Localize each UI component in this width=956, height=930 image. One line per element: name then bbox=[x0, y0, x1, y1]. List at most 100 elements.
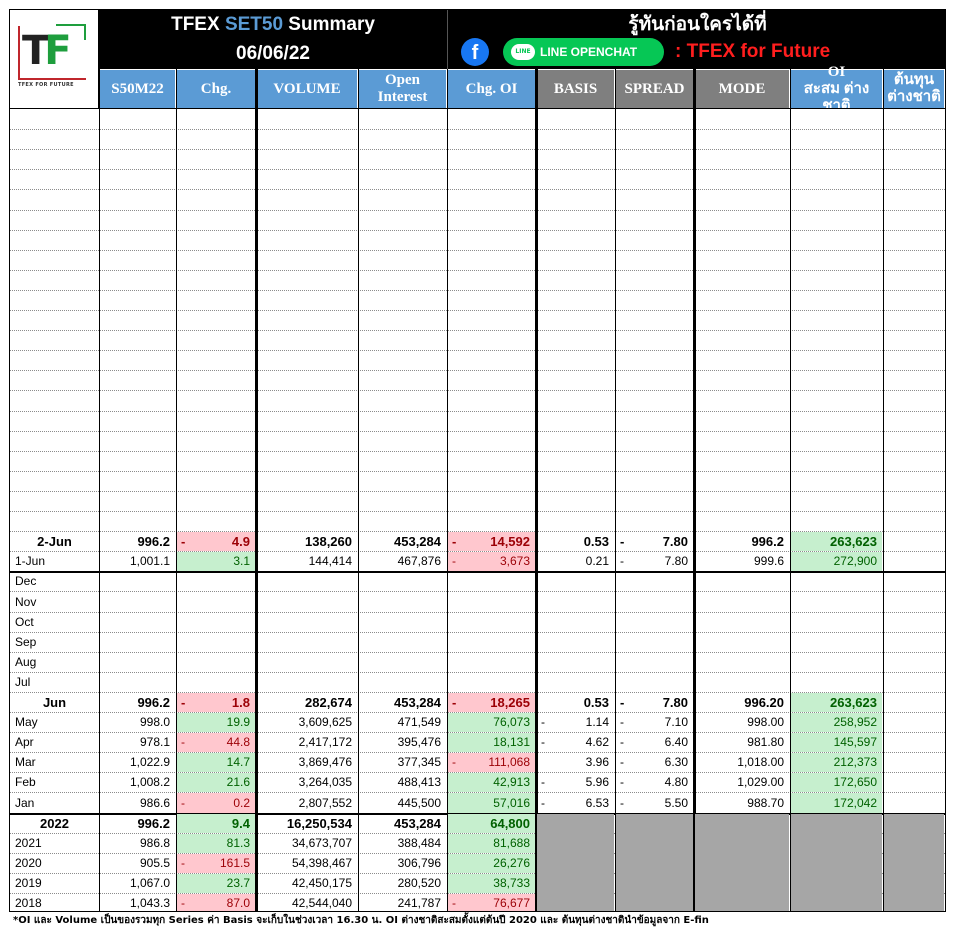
row-separator bbox=[10, 411, 945, 412]
change-cell: - 44.8 bbox=[177, 733, 255, 752]
mode-cell-value: 996.20 bbox=[744, 695, 784, 710]
volume-cell: 3,869,476 bbox=[257, 753, 357, 772]
change-cell-value: 161.5 bbox=[219, 856, 250, 870]
row-separator bbox=[10, 471, 945, 472]
column-header-oi[interactable]: Open Interest bbox=[359, 70, 446, 108]
column-header-volume[interactable]: VOLUME bbox=[257, 70, 357, 108]
basis-cell: 0.53 bbox=[537, 693, 614, 712]
change-oi-cell-value: 14,592 bbox=[490, 534, 530, 549]
price-cell-value: 1,008.2 bbox=[129, 775, 170, 789]
row-label-value: Jun bbox=[42, 695, 67, 710]
column-header-price[interactable]: S50M22 bbox=[100, 70, 175, 108]
row-separator bbox=[10, 692, 945, 693]
volume-cell: 16,250,534 bbox=[257, 814, 357, 833]
change-oi-cell-value: 64,800 bbox=[490, 816, 530, 831]
row-label-value: Jan bbox=[15, 796, 35, 810]
facebook-icon[interactable]: f bbox=[461, 38, 489, 66]
column-header-foreign-cost[interactable]: ต้นทุน ต่างชาติ bbox=[884, 70, 944, 108]
price-cell: 996.2 bbox=[100, 693, 175, 712]
change-cell-value: 21.6 bbox=[226, 775, 250, 789]
row-separator bbox=[10, 571, 945, 573]
row-label-value: May bbox=[15, 715, 38, 729]
basis-cell: - 6.53 bbox=[537, 793, 614, 813]
column-separator bbox=[883, 69, 884, 911]
row-label-value: 2020 bbox=[15, 856, 42, 870]
mode-cell-value: 998.00 bbox=[747, 715, 784, 729]
change-oi-cell-value: 38,733 bbox=[493, 876, 530, 890]
header-bottom-line bbox=[10, 108, 945, 109]
month-label: Aug bbox=[11, 653, 98, 672]
empty-yearly-cell bbox=[791, 814, 882, 911]
open-interest-cell: 241,787 bbox=[359, 894, 446, 911]
slogan-text: รู้ทันก่อนใครได้ที่ bbox=[628, 13, 767, 35]
open-interest-cell: 453,284 bbox=[359, 693, 446, 712]
change-cell-value: 0.2 bbox=[233, 796, 250, 810]
column-separator bbox=[447, 69, 448, 911]
foreign-oi-cell: 258,952 bbox=[791, 713, 882, 732]
column-header-spread[interactable]: SPREAD bbox=[616, 70, 693, 108]
month-label: Jul bbox=[11, 673, 98, 692]
open-interest-cell-value: 453,284 bbox=[394, 816, 441, 831]
column-header-mode[interactable]: MODE bbox=[695, 70, 789, 108]
column-separator bbox=[693, 69, 696, 911]
open-interest-cell-value: 445,500 bbox=[397, 796, 441, 810]
change-cell-value: 81.3 bbox=[226, 836, 250, 850]
open-interest-cell: 471,549 bbox=[359, 713, 446, 732]
row-separator bbox=[10, 270, 945, 271]
month-label-value: Jul bbox=[15, 675, 31, 689]
open-interest-cell: 280,520 bbox=[359, 874, 446, 893]
row-label: Jan bbox=[11, 793, 98, 813]
banner-divider bbox=[447, 10, 448, 69]
open-interest-cell-value: 488,413 bbox=[397, 775, 441, 789]
foreign-oi-cell: 212,373 bbox=[791, 753, 882, 772]
change-oi-cell: 42,913 bbox=[448, 773, 535, 792]
column-header-chg-oi[interactable]: Chg. OI bbox=[448, 70, 535, 108]
column-header-foreign-oi[interactable]: OI สะสม ต่างชาติ bbox=[791, 64, 882, 114]
column-separator bbox=[176, 69, 177, 911]
row-separator bbox=[10, 370, 945, 371]
row-separator bbox=[10, 632, 945, 633]
price-cell-value: 986.8 bbox=[139, 836, 170, 850]
volume-cell: 144,414 bbox=[257, 552, 357, 571]
foreign-cost-cell bbox=[884, 773, 944, 792]
open-interest-cell-value: 471,549 bbox=[397, 715, 441, 729]
spread-cell: - 6.30 bbox=[616, 753, 693, 772]
volume-cell: 282,674 bbox=[257, 693, 357, 712]
price-cell-value: 986.6 bbox=[139, 796, 170, 810]
row-separator bbox=[10, 752, 945, 753]
column-header-chg[interactable]: Chg. bbox=[177, 70, 255, 108]
spread-cell-value: 7.80 bbox=[662, 534, 688, 549]
column-header-basis[interactable]: BASIS bbox=[537, 70, 614, 108]
change-cell-value: 4.9 bbox=[231, 534, 250, 549]
price-cell-value: 1,022.9 bbox=[129, 755, 170, 769]
negative-sign: - bbox=[181, 856, 185, 870]
spread-cell: - 6.40 bbox=[616, 733, 693, 752]
change-cell: - 0.2 bbox=[177, 793, 255, 813]
line-openchat-badge[interactable]: LINE LINE OPENCHAT bbox=[503, 38, 664, 66]
volume-cell-value: 54,398,467 bbox=[291, 856, 352, 870]
negative-sign: - bbox=[541, 735, 545, 749]
volume-cell-value: 42,450,175 bbox=[291, 876, 352, 890]
basis-cell: 3.96 bbox=[537, 753, 614, 772]
row-separator bbox=[10, 491, 945, 492]
change-oi-cell: - 76,677 bbox=[448, 894, 535, 911]
volume-cell-value: 2,417,172 bbox=[298, 735, 352, 749]
negative-sign: - bbox=[620, 534, 625, 549]
spread-cell: - 7.80 bbox=[616, 552, 693, 571]
row-separator bbox=[10, 531, 945, 532]
basis-cell: - 1.14 bbox=[537, 713, 614, 732]
negative-sign: - bbox=[181, 796, 185, 810]
change-cell: 81.3 bbox=[177, 834, 255, 853]
open-interest-cell: 306,796 bbox=[359, 854, 446, 873]
spread-cell: - 7.10 bbox=[616, 713, 693, 732]
row-label: Mar bbox=[11, 753, 98, 772]
negative-sign: - bbox=[452, 896, 456, 910]
change-oi-cell-value: 81,688 bbox=[493, 836, 530, 850]
basis-cell: 0.21 bbox=[537, 552, 614, 571]
row-label: 1-Jun bbox=[11, 552, 98, 571]
mode-cell: 996.20 bbox=[695, 693, 789, 712]
price-cell: 986.8 bbox=[100, 834, 175, 853]
volume-cell: 42,450,175 bbox=[257, 874, 357, 893]
price-cell-value: 905.5 bbox=[139, 856, 170, 870]
foreign-oi-cell: 272,900 bbox=[791, 552, 882, 571]
